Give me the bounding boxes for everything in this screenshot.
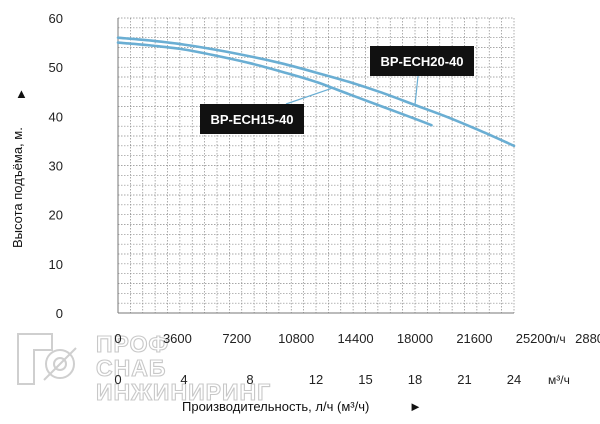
x-tick-label-m3h: 0 bbox=[114, 372, 121, 387]
watermark-emblem bbox=[17, 333, 77, 385]
x-tick-label-lh: 14400 bbox=[338, 331, 374, 346]
series-label-bp-ech15-40: BP-ECH15-40 bbox=[210, 112, 293, 127]
series-callouts: BP-ECH15-40 BP-ECH20-40 bbox=[200, 46, 474, 134]
x-axis-arrow: ► bbox=[409, 399, 422, 414]
x-tick-label-lh: 7200 bbox=[222, 331, 251, 346]
x-tick-label-m3h: 4 bbox=[180, 372, 187, 387]
y-tick-label: 60 bbox=[49, 11, 63, 26]
x-tick-label-m3h: 24 bbox=[507, 372, 521, 387]
watermark-logo: ПРОФ СНАБ ИНЖИНИРИНГ bbox=[17, 330, 271, 406]
watermark-word-3: ИНЖИНИРИНГ bbox=[96, 379, 271, 405]
x-tick-label-m3h: 18 bbox=[408, 372, 422, 387]
series-label-bp-ech20-40: BP-ECH20-40 bbox=[380, 54, 463, 69]
y-axis-label: Высота подъёма, м. bbox=[10, 127, 25, 248]
x-axis-label: Производительность, л/ч (м³/ч) bbox=[182, 399, 369, 414]
y-tick-label: 20 bbox=[49, 208, 63, 223]
y-tick-label: 0 bbox=[56, 306, 63, 321]
x-tick-label-lh: 0 bbox=[114, 331, 121, 346]
watermark-word-1: ПРОФ bbox=[96, 331, 169, 357]
x-tick-label-m3h: 8 bbox=[246, 372, 253, 387]
series-lines bbox=[116, 36, 516, 148]
x-tick-label-lh: 28800 bbox=[575, 331, 600, 346]
callout-box-bp-ech20-40 bbox=[370, 46, 474, 76]
series-line-bp-ech15-40 bbox=[116, 41, 433, 127]
watermark-word-2: СНАБ bbox=[96, 355, 166, 381]
x-tick-label-lh: 3600 bbox=[163, 331, 192, 346]
y-tick-label: 40 bbox=[49, 109, 63, 124]
y-tick-label: 10 bbox=[49, 257, 63, 272]
callout-box-bp-ech15-40 bbox=[200, 104, 304, 134]
series-line-bp-ech20-40 bbox=[116, 36, 516, 148]
x-unit-lh: л/ч bbox=[549, 332, 566, 346]
x-tick-label-m3h: 21 bbox=[457, 372, 471, 387]
y-tick-label: 50 bbox=[49, 60, 63, 75]
y-tick-labels: 0 10 20 30 40 50 60 bbox=[49, 11, 63, 321]
y-axis-arrow: ▲ bbox=[15, 86, 28, 101]
x-unit-m3h: м³/ч bbox=[548, 373, 570, 387]
axes bbox=[117, 18, 514, 314]
x-tick-label-lh: 18000 bbox=[397, 331, 433, 346]
x-tick-label-lh: 21600 bbox=[456, 331, 492, 346]
x-tick-label-lh: 10800 bbox=[278, 331, 314, 346]
callout-line-bp-ech15-40 bbox=[285, 87, 333, 105]
x-tick-label-lh: 25200 bbox=[516, 331, 552, 346]
callout-line-bp-ech20-40 bbox=[414, 75, 419, 106]
y-tick-label: 30 bbox=[49, 159, 63, 174]
x-tick-labels-lh: 0 3600 7200 10800 14400 18000 21600 25200 28800 bbox=[114, 331, 600, 346]
x-tick-label-m3h: 15 bbox=[358, 372, 372, 387]
x-tick-labels-m3h: 0 4 8 12 15 18 21 24 bbox=[114, 372, 521, 387]
x-tick-label-m3h: 12 bbox=[309, 372, 323, 387]
